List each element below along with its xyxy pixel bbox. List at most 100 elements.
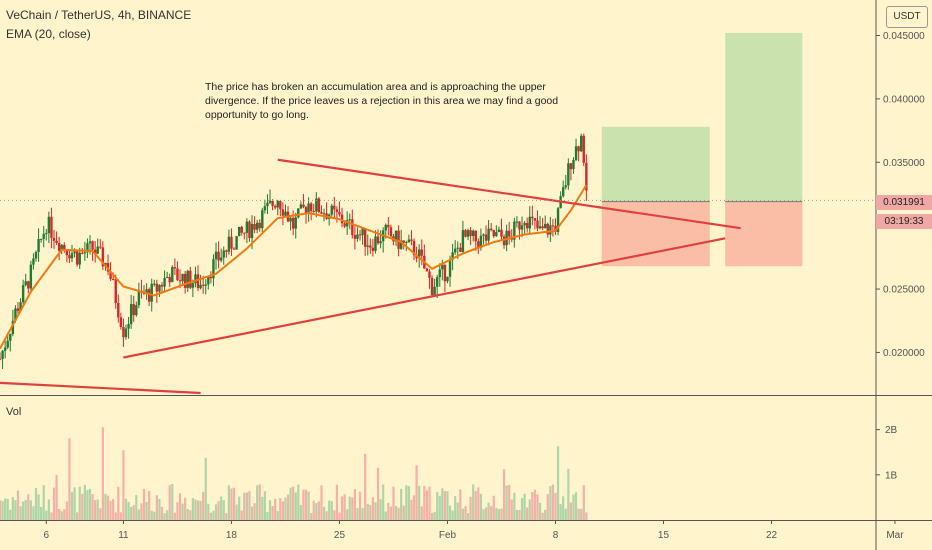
currency-badge[interactable]: USDT: [886, 6, 928, 28]
candle-body: [258, 222, 261, 229]
candle-body: [3, 347, 7, 351]
volume-bar: [518, 510, 521, 520]
volume-bar: [9, 509, 12, 520]
volume-bar: [29, 500, 32, 520]
trendlines: [0, 158, 741, 395]
candle-body: [281, 209, 285, 216]
candle-body: [96, 246, 99, 254]
volume-bar: [484, 507, 488, 520]
volume-bar: [448, 505, 452, 520]
candle-body: [484, 234, 488, 241]
volume-bar: [22, 501, 25, 520]
position-2-stop-zone: [725, 201, 803, 267]
x-tick-label: 15: [658, 530, 670, 541]
volume-bar: [384, 511, 387, 520]
candle-body: [29, 264, 33, 289]
candle-body: [230, 236, 233, 249]
volume-bar: [83, 484, 86, 520]
candle-body: [464, 230, 467, 237]
volume-bar: [70, 492, 74, 520]
volume-bar: [490, 506, 493, 520]
volume-bar: [505, 485, 508, 520]
volume-bar: [585, 512, 588, 520]
candle-body: [538, 226, 542, 229]
candle-body: [489, 228, 493, 230]
candle-body: [196, 274, 200, 289]
volume-bar: [40, 506, 43, 520]
candle-body: [405, 242, 408, 244]
candle-body: [304, 207, 308, 215]
volume-bar: [410, 499, 413, 520]
volume-bar: [567, 468, 570, 520]
candle-body: [150, 283, 153, 302]
volume-bar: [456, 502, 459, 520]
volume-label: Vol: [6, 406, 22, 418]
volume-bar: [181, 503, 184, 520]
candle-body: [500, 229, 503, 237]
volume-bar: [250, 506, 254, 520]
candles: [0, 133, 588, 369]
ema-legend: EMA (20, close): [6, 27, 91, 41]
volume-bar: [194, 499, 197, 520]
position-1-stop-zone: [601, 201, 710, 267]
candle-body: [50, 216, 53, 238]
candle-body: [456, 247, 459, 249]
candle-body: [330, 205, 333, 215]
volume-bar: [178, 493, 182, 520]
volume-bar: [119, 512, 122, 520]
candle-body: [227, 236, 231, 252]
volume-bar: [171, 484, 174, 520]
volume-bar: [361, 508, 364, 520]
volume-bar: [16, 490, 20, 520]
candle-body: [425, 268, 429, 272]
candle-body: [160, 284, 164, 287]
candle-body: [525, 222, 529, 229]
volume-bar: [343, 494, 346, 520]
candle-body: [430, 277, 434, 296]
volume-bar: [248, 490, 251, 520]
candle-body: [340, 214, 344, 224]
candle-body: [459, 247, 462, 252]
volume-bar: [240, 510, 243, 520]
candle-body: [232, 248, 236, 250]
symbol-title: VeChain / TetherUS, 4h, BINANCE: [6, 8, 192, 22]
candle-body: [86, 243, 89, 253]
candle-body: [88, 241, 92, 244]
candle-body: [34, 251, 38, 259]
candle-body: [376, 236, 380, 244]
candle-body: [70, 253, 74, 259]
volume-tick-label: 1B: [885, 470, 898, 481]
x-tick-label: Feb: [439, 530, 457, 541]
candle-body: [253, 223, 256, 230]
candle-body: [222, 250, 225, 258]
volume-bar: [284, 497, 287, 520]
volume-bar: [34, 488, 38, 520]
x-tick-label: 8: [553, 530, 559, 541]
volume-bar: [222, 500, 225, 520]
candle-body: [1, 350, 4, 359]
volume-bar: [24, 499, 27, 520]
candle-body: [379, 241, 382, 244]
candle-body: [37, 238, 40, 252]
candle-body: [276, 201, 279, 208]
candle-body: [515, 221, 519, 223]
volume-bar: [312, 500, 315, 520]
volume-bar: [189, 510, 192, 520]
volume-bar: [351, 497, 354, 520]
trendline-upper: [277, 158, 741, 230]
volume-bar: [364, 453, 367, 520]
volume-bar: [392, 486, 395, 520]
candle-body: [369, 245, 372, 248]
y-tick-label: 0.020000: [883, 348, 925, 359]
volume-bar: [418, 485, 421, 520]
candle-body: [549, 225, 552, 235]
volume-bar: [106, 495, 110, 520]
candle-body: [155, 283, 159, 292]
volume-bar: [562, 496, 565, 520]
candle-body: [225, 250, 228, 252]
volume-bar: [52, 487, 56, 520]
volume-bar: [207, 503, 210, 520]
candle-body: [541, 226, 544, 229]
volume-bar: [400, 488, 403, 520]
